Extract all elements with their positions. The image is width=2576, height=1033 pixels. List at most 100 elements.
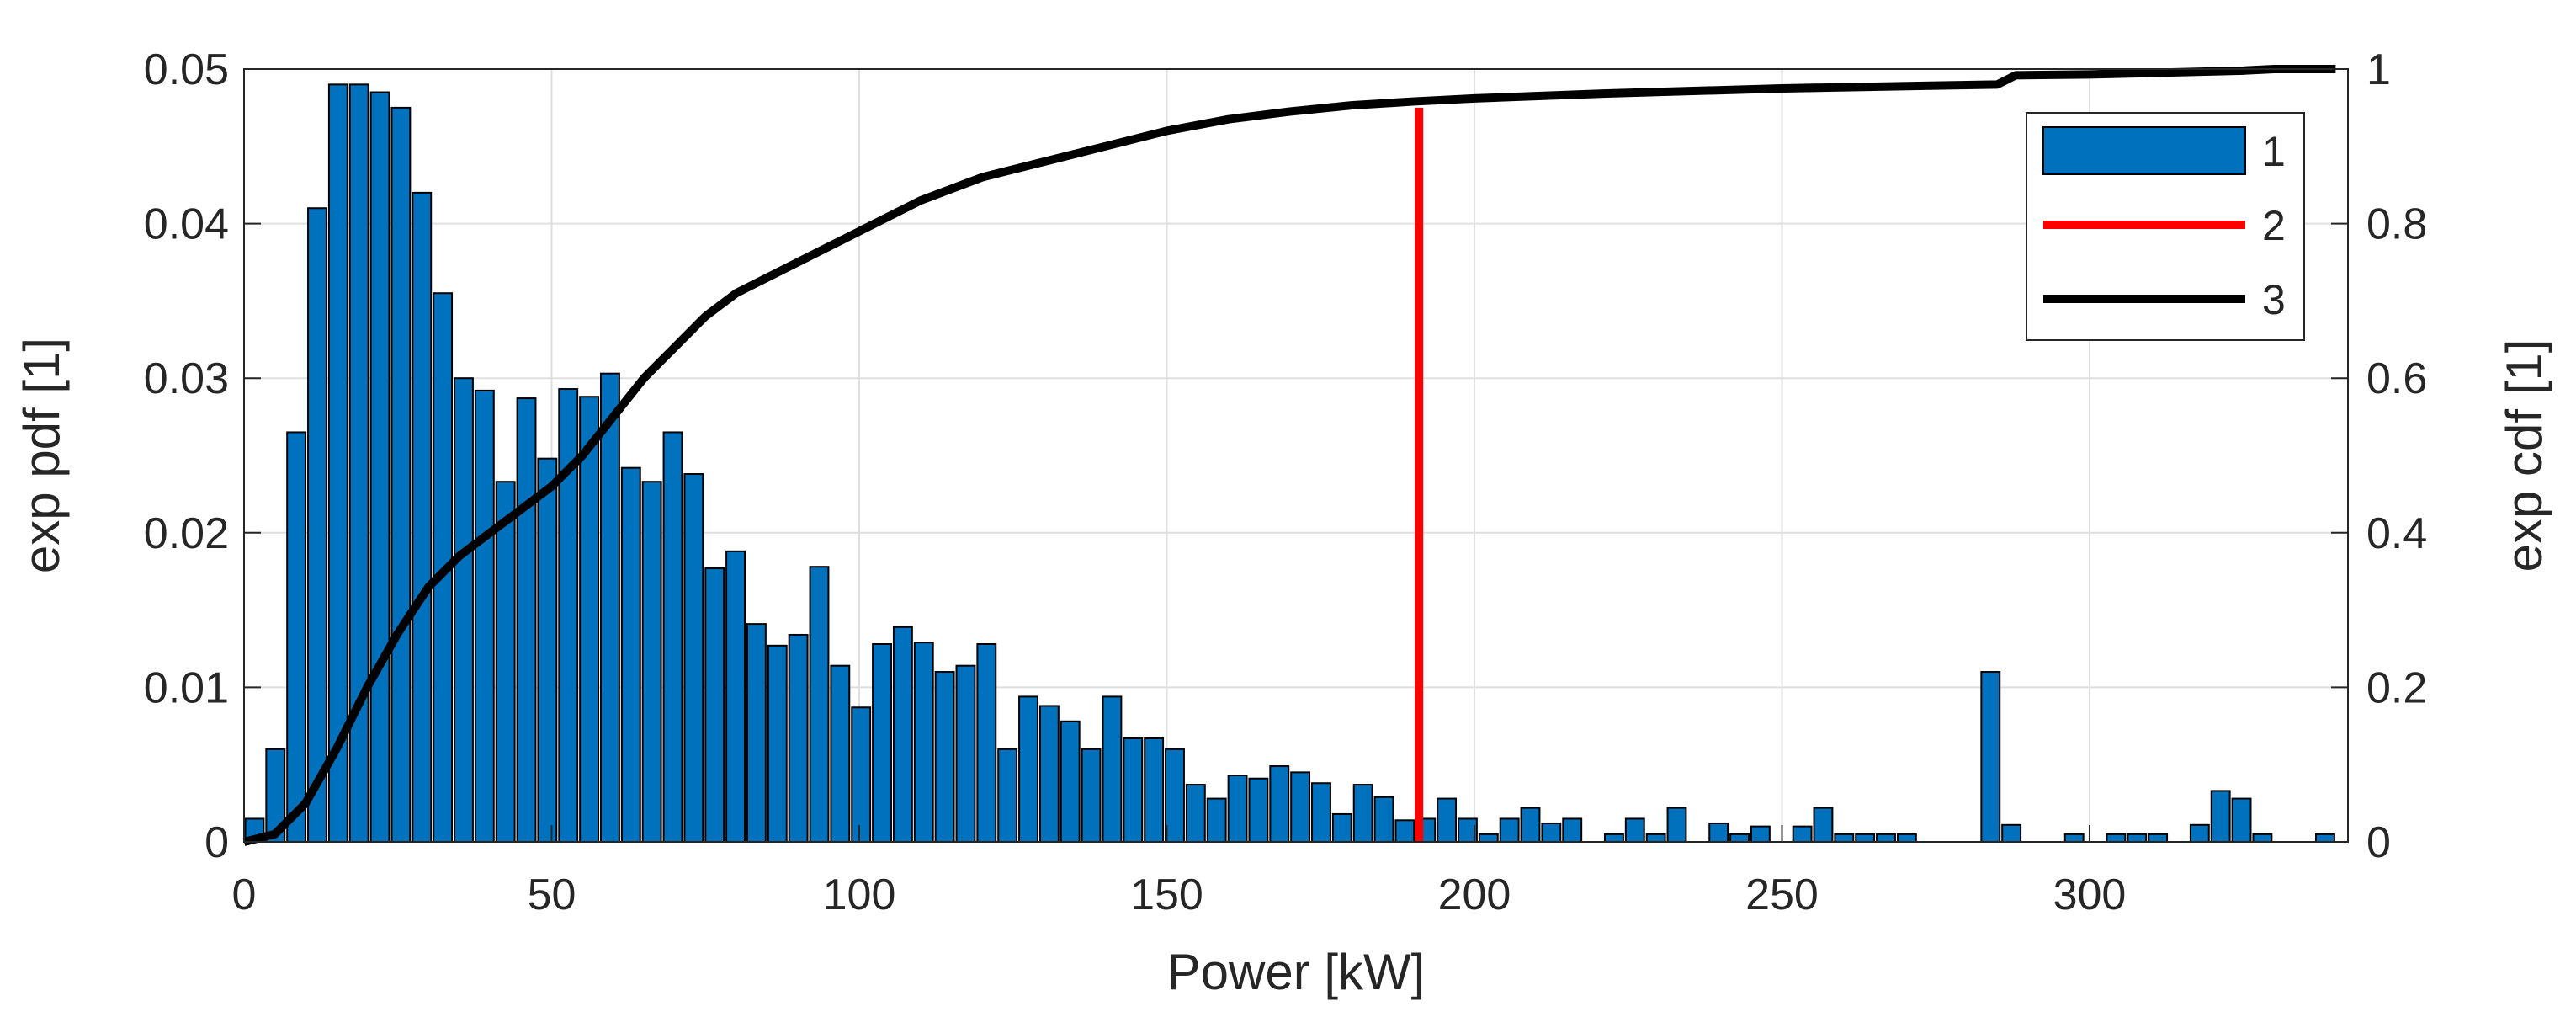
axes: 0 50 100 150 200 250 300 0 0.01 0.02 0.03 0.04 0.05 0… <box>144 45 2428 919</box>
histogram-bar <box>1227 775 1248 843</box>
histogram-bar <box>1269 765 1290 844</box>
legend-label: 3 <box>2262 276 2286 323</box>
histogram-bar <box>537 457 558 843</box>
histogram-bar <box>830 664 851 843</box>
histogram-bar <box>286 431 307 844</box>
histogram-bar <box>600 372 620 843</box>
line-series <box>242 65 2336 846</box>
histogram-bar <box>307 207 327 844</box>
histogram-bar <box>1185 784 1206 843</box>
histogram-bar <box>1792 825 1813 844</box>
histogram-bar <box>913 642 934 843</box>
y-axis-label: exp pdf [1] <box>13 338 70 573</box>
histogram-bar <box>892 626 913 844</box>
histogram-bar <box>788 633 809 844</box>
x-tick-label: 50 <box>528 871 576 919</box>
histogram-bar <box>1081 748 1102 844</box>
y-tick-label: 0.02 <box>144 509 229 558</box>
histogram-bar <box>1708 822 1729 844</box>
histogram-bar <box>1645 833 1666 844</box>
histogram-bar <box>2148 833 2169 844</box>
histogram-bar <box>809 566 830 844</box>
histogram-bar <box>1018 695 1038 844</box>
histogram-bar <box>641 481 662 843</box>
histogram-bar <box>704 567 725 843</box>
histogram-bar <box>1165 748 1185 844</box>
x-tick-label: 0 <box>232 871 257 919</box>
histogram-bar <box>579 396 600 843</box>
histogram-bar <box>2127 833 2148 844</box>
y-tick-label: 0.01 <box>144 663 229 712</box>
histogram-bar <box>1290 771 1311 844</box>
x-tick-label: 250 <box>1745 871 1819 919</box>
histogram-bar <box>1541 822 1562 844</box>
histogram-bar <box>1331 812 1352 844</box>
histogram-bar <box>2106 833 2127 844</box>
histogram-bar <box>1834 833 1855 844</box>
histogram-bar <box>1102 695 1123 844</box>
histogram-bar <box>2315 833 2335 844</box>
histogram-bar <box>934 671 955 843</box>
histogram-bar <box>1750 825 1771 844</box>
histogram-bar <box>1144 737 1165 843</box>
histogram-bar <box>369 91 390 844</box>
histogram-bar <box>851 706 872 843</box>
x-axis-label: Power [kW] <box>1167 944 1426 1000</box>
histogram-bar <box>2063 833 2085 844</box>
histogram-bar <box>1248 777 1269 843</box>
legend-label: 1 <box>2262 128 2286 175</box>
histogram-bar <box>1060 720 1081 843</box>
histogram-bar <box>516 397 537 843</box>
histogram-bar <box>558 388 579 843</box>
histogram-bar <box>1478 833 1499 844</box>
y-tick-label: 0.03 <box>144 354 229 403</box>
histogram-bar <box>725 550 746 843</box>
histogram-bar <box>1603 833 1624 844</box>
histogram-bar <box>1729 833 1750 844</box>
histogram-bar <box>495 481 516 843</box>
histogram-bar <box>955 664 976 843</box>
x-tick-label: 150 <box>1130 871 1203 919</box>
histogram-bar <box>1520 807 1541 843</box>
histogram-bar <box>454 377 474 843</box>
histogram-bar <box>1666 807 1687 843</box>
histogram-bar <box>474 389 495 843</box>
histogram-bar <box>683 473 704 843</box>
histogram-bar <box>746 623 767 844</box>
histogram-bar <box>2231 797 2252 843</box>
histogram-bar <box>620 466 641 843</box>
y2-tick-label: 0 <box>2366 818 2391 867</box>
histogram-bar <box>1855 833 1876 844</box>
y2-tick-label: 1 <box>2366 45 2391 94</box>
histogram-bar <box>997 748 1018 844</box>
histogram-bar <box>872 642 892 843</box>
y2-tick-label: 0.2 <box>2366 663 2427 712</box>
histogram-bar <box>1980 671 2001 843</box>
x-tick-label: 100 <box>823 871 896 919</box>
histogram-bar <box>767 644 788 843</box>
histogram-bar <box>1499 817 1520 844</box>
histogram-bar <box>2189 823 2210 844</box>
histogram-bar <box>1562 817 1583 844</box>
histogram-bar <box>1624 817 1645 844</box>
histogram-bar <box>2210 790 2231 843</box>
y2-tick-label: 0.8 <box>2366 200 2427 249</box>
histogram-bar <box>1373 796 1394 843</box>
y-tick-label: 0.05 <box>144 45 229 94</box>
histogram-bar <box>1394 819 1415 844</box>
y2-axis-label: exp cdf [1] <box>2496 339 2552 572</box>
histogram-bar <box>1437 797 1458 843</box>
histogram-bar <box>662 431 683 844</box>
histogram-bar <box>1038 705 1060 843</box>
histogram-bar <box>1206 797 1227 843</box>
y2-tick-label: 0.6 <box>2366 354 2427 403</box>
histogram-bar <box>348 83 369 844</box>
histogram-bar <box>390 106 412 843</box>
histogram-bar <box>412 191 433 843</box>
histogram-bar <box>976 642 997 843</box>
histogram-bar <box>1352 784 1373 843</box>
y2-tick-label: 0.4 <box>2366 509 2427 558</box>
histogram-bar <box>1813 807 1834 843</box>
legend: 1 2 3 <box>2026 112 2305 341</box>
